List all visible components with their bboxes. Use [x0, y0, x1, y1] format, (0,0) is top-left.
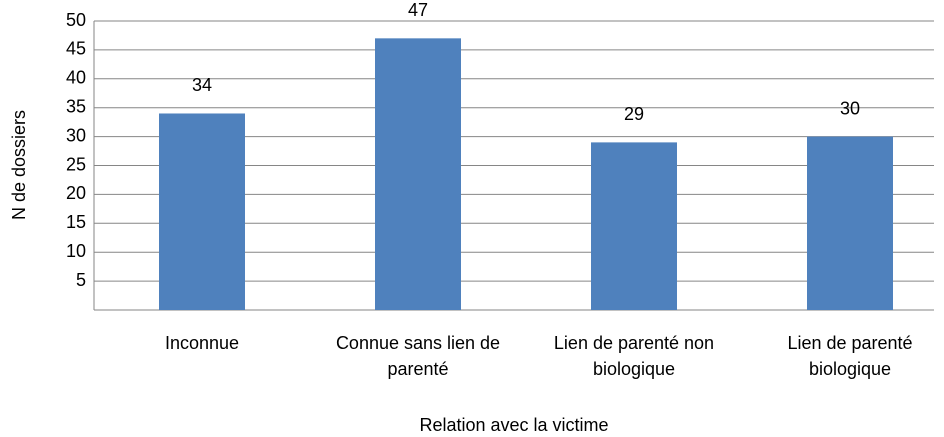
y-tick-label: 15 [66, 212, 86, 232]
data-label: 47 [408, 0, 428, 20]
y-tick-label: 30 [66, 125, 86, 145]
x-tick-label: Lien de parenté non biologique [553, 333, 715, 379]
y-tick-label: 5 [76, 270, 86, 290]
y-tick-label: 40 [66, 68, 86, 88]
bar [159, 113, 245, 310]
data-label: 34 [192, 75, 212, 95]
y-tick-label: 25 [66, 154, 86, 174]
y-axis-label: N de dossiers [9, 110, 29, 220]
x-axis-label: Relation avec la victime [419, 415, 608, 435]
bar [591, 142, 677, 310]
data-label: 30 [840, 98, 860, 118]
bar [375, 38, 461, 311]
y-tick-label: 50 [66, 10, 86, 30]
y-tick-label: 35 [66, 96, 86, 116]
x-tick-label: Lien de parenté biologique [787, 333, 913, 379]
y-tick-label: 45 [66, 39, 86, 59]
y-tick-label: 10 [66, 241, 86, 261]
x-tick-label: Inconnue [164, 333, 240, 353]
x-tick-label: Connue sans lien de parenté [335, 333, 501, 379]
y-tick-label: 20 [66, 183, 86, 203]
data-label: 29 [624, 104, 644, 124]
bar [807, 136, 893, 310]
